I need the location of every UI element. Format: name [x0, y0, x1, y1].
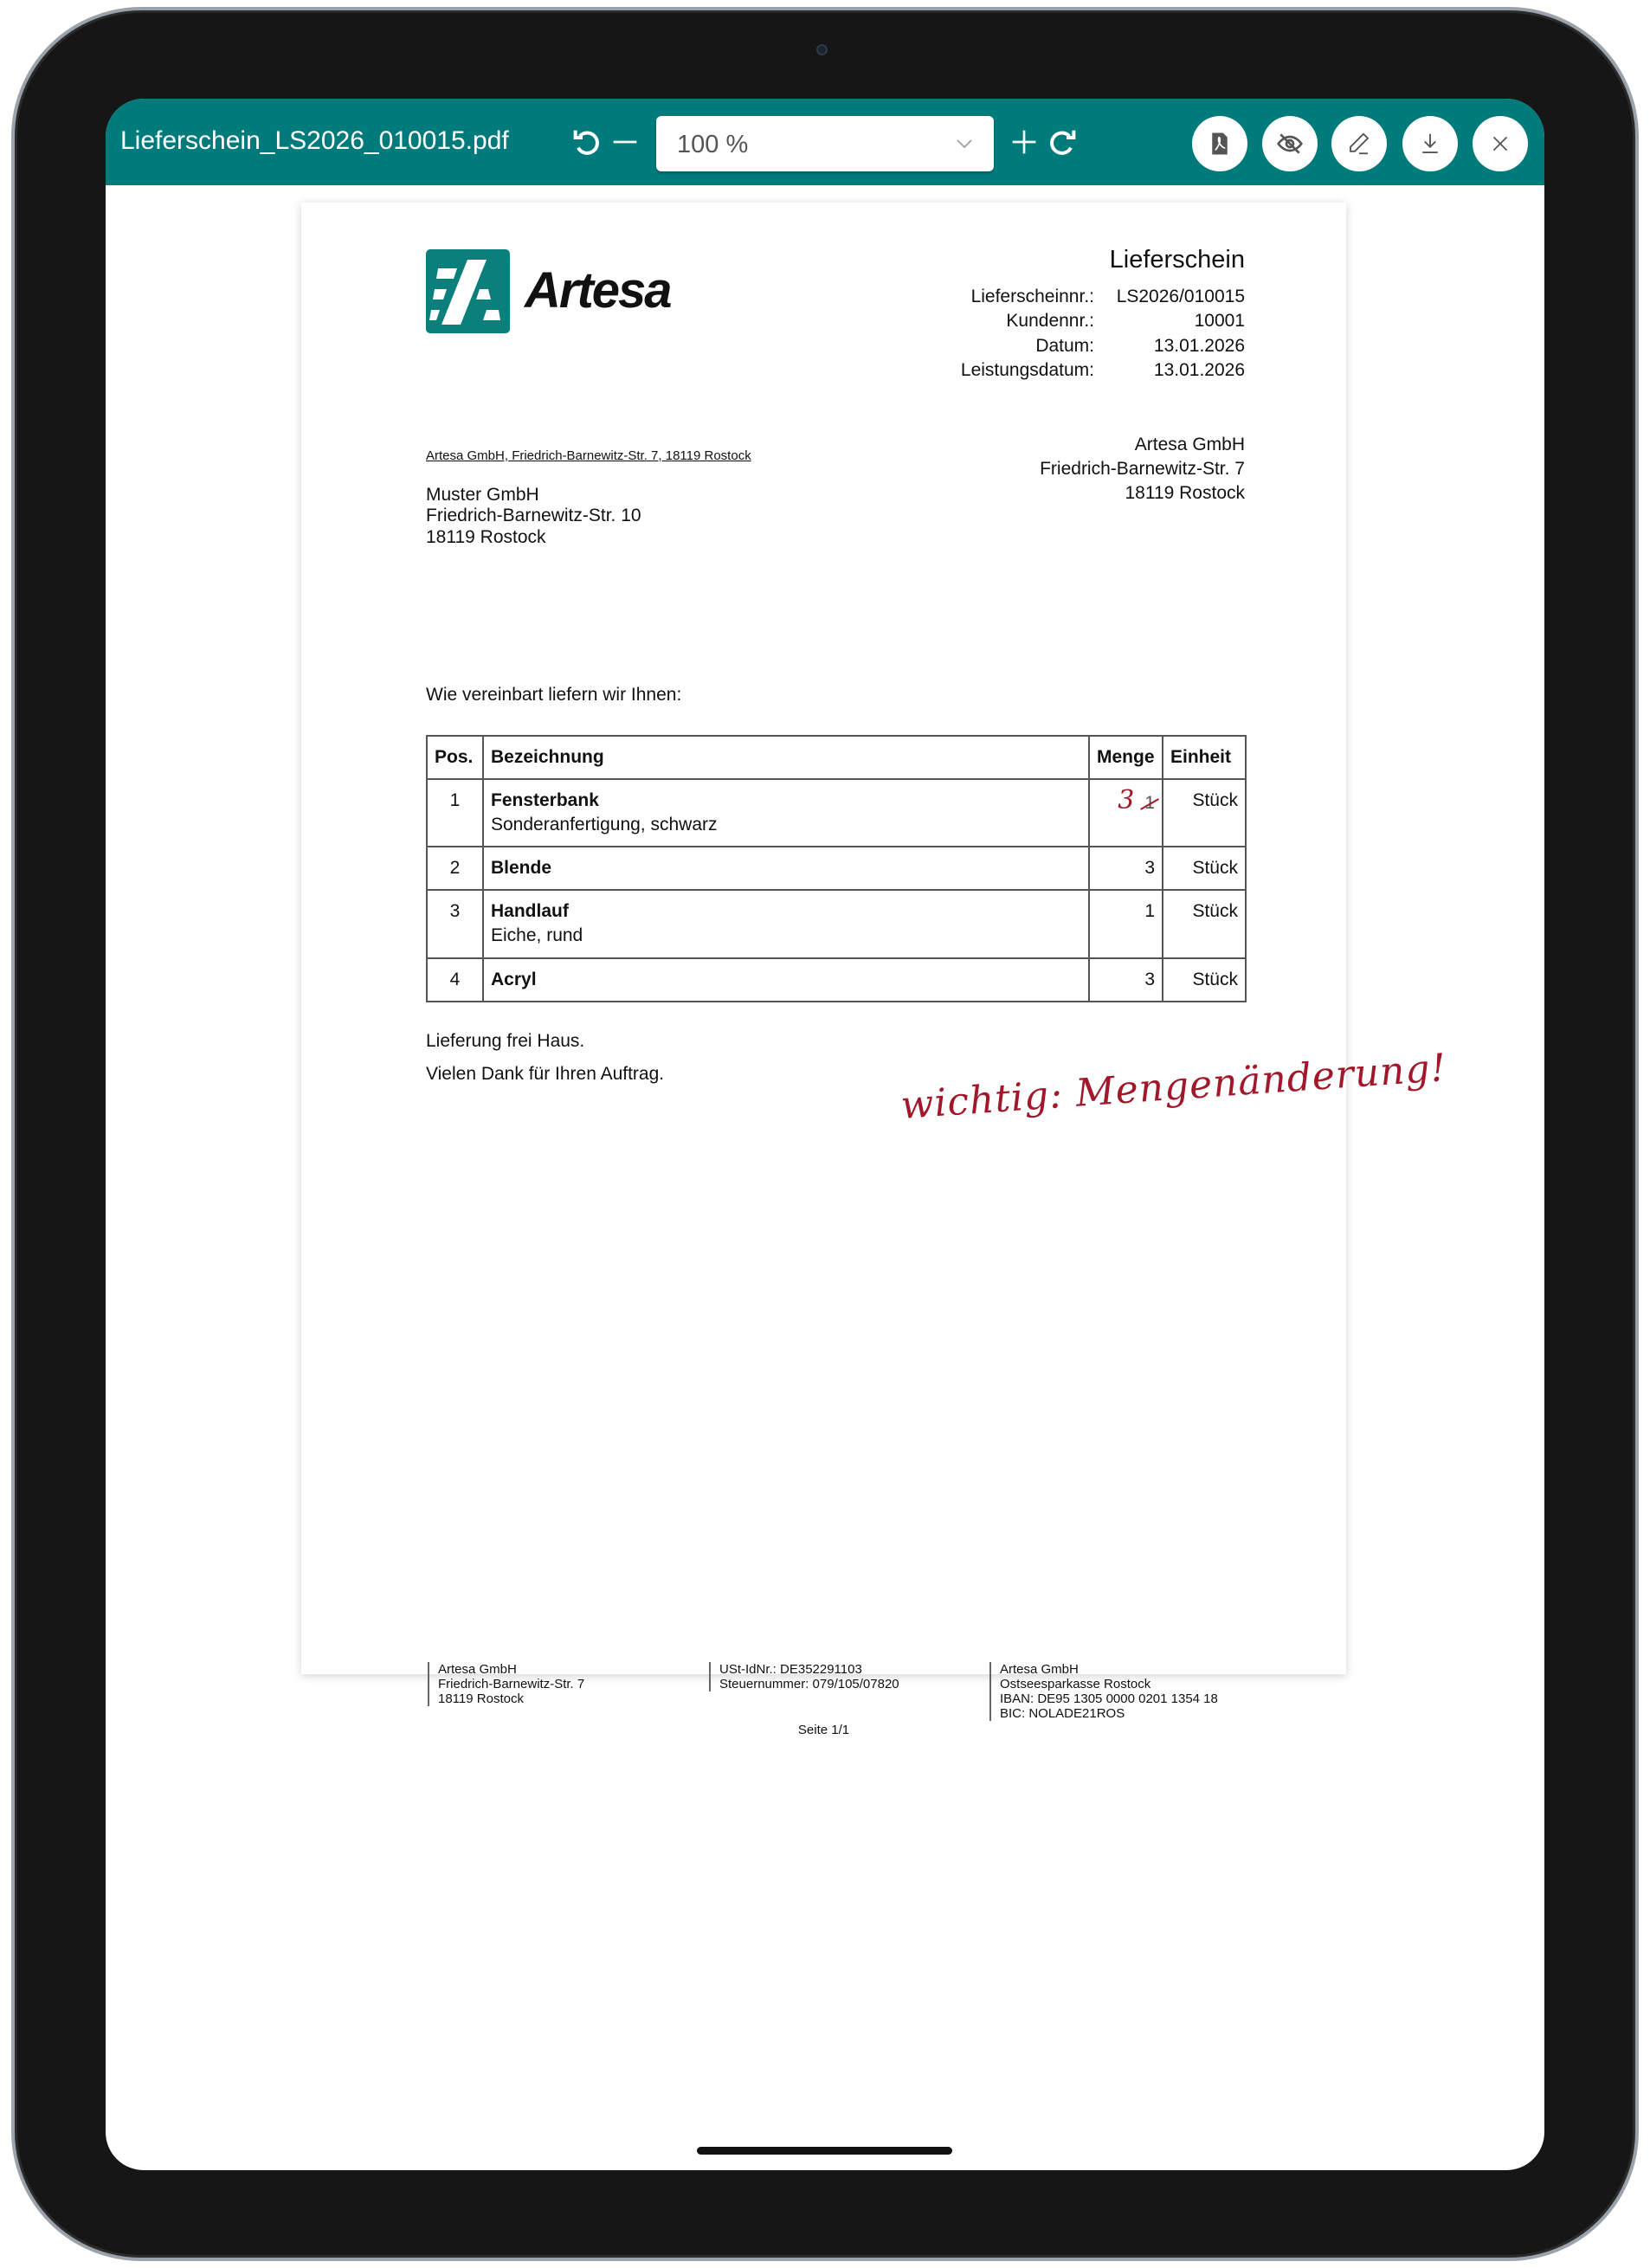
download-button[interactable] [1402, 116, 1458, 171]
company-logo: Artesa [426, 249, 686, 340]
pdf-icon [1212, 132, 1228, 155]
item-desc: Sonderanfertigung, schwarz [491, 815, 718, 834]
toolbar: Lieferschein_LS2026_010015.pdf 100 % [106, 99, 1544, 185]
info-label: Datum: [1035, 336, 1094, 356]
info-value: 13.01.2026 [1153, 360, 1245, 380]
table-row: 2 Blende 3 Stück [426, 846, 1247, 891]
table-header: Pos. Bezeichnung Menge Einheit [426, 735, 1247, 780]
footer-line: BIC: NOLADE21ROS [1000, 1706, 1125, 1721]
cell-pos: 2 [426, 846, 484, 891]
col-name: Bezeichnung [482, 735, 1090, 780]
info-value: 13.01.2026 [1153, 336, 1245, 356]
sender-line: Artesa GmbH, Friedrich-Barnewitz-Str. 7,… [426, 448, 751, 463]
zoom-value: 100 % [677, 131, 749, 158]
cell-pos: 1 [426, 778, 484, 847]
company-logo-text: Artesa [525, 262, 673, 319]
chevron-down-icon [954, 133, 975, 154]
footer-address: Artesa GmbH Friedrich-Barnewitz-Str. 7 1… [428, 1662, 584, 1706]
footer-bank: Artesa GmbH Ostseesparkasse Rostock IBAN… [989, 1662, 1218, 1721]
col-unit: Einheit [1162, 735, 1247, 780]
cell-unit: Stück [1162, 778, 1247, 847]
cell-unit: Stück [1162, 846, 1247, 891]
handwritten-annotation[interactable]: wichtig: Mengenänderung! [899, 1046, 1448, 1128]
delivery-note: Lieferung frei Haus. [426, 1031, 585, 1051]
info-label: Lieferscheinnr.: [970, 287, 1094, 306]
info-label: Kundennr.: [1006, 311, 1094, 331]
rotate-left-icon[interactable] [570, 125, 604, 159]
recipient-city: 18119 Rostock [426, 527, 546, 547]
eye-off-icon [1277, 133, 1303, 154]
sender-name: Artesa GmbH [1134, 435, 1245, 454]
cell-name: Blende [482, 846, 1090, 891]
recipient-name: Muster GmbH [426, 485, 539, 505]
pdf-button[interactable] [1192, 116, 1247, 171]
document-title: Lieferschein [1109, 246, 1245, 274]
original-qty: 1 [1140, 793, 1160, 813]
download-icon [1422, 133, 1438, 153]
zoom-out-button[interactable] [608, 125, 642, 159]
rotate-right-icon[interactable] [1045, 125, 1080, 159]
cell-unit: Stück [1162, 957, 1247, 1002]
footer-line: USt-IdNr.: DE352291103 [719, 1662, 862, 1677]
pdf-viewer: Lieferschein_LS2026_010015.pdf 100 % Art… [106, 99, 1544, 2170]
pen-icon [1350, 132, 1370, 155]
hide-annotations-button[interactable] [1262, 116, 1318, 171]
page-number: Seite 1/1 [797, 1723, 850, 1737]
table-row: 3 Handlauf Eiche, rund 1 Stück [426, 889, 1247, 959]
cell-pos: 4 [426, 957, 484, 1002]
footer-line: Steuernummer: 079/105/07820 [719, 1677, 899, 1691]
cell-name: Fensterbank Sonderanfertigung, schwarz [482, 778, 1090, 847]
info-value: LS2026/010015 [1116, 287, 1245, 306]
sender-city: 18119 Rostock [1125, 483, 1245, 503]
footer-line: Ostseesparkasse Rostock [1000, 1677, 1151, 1691]
cell-unit: Stück [1162, 889, 1247, 959]
zoom-select[interactable]: 100 % [656, 116, 994, 171]
sender-street: Friedrich-Barnewitz-Str. 7 [1040, 459, 1245, 479]
footer-line: IBAN: DE95 1305 0000 0201 1354 18 [1000, 1691, 1218, 1706]
col-qty: Menge [1088, 735, 1163, 780]
item-name: Handlauf [491, 901, 569, 921]
annotate-button[interactable] [1331, 116, 1387, 171]
items-table: Pos. Bezeichnung Menge Einheit 1 Fenster… [426, 735, 1247, 1002]
item-name: Acryl [491, 970, 537, 989]
footer-line: Friedrich-Barnewitz-Str. 7 [438, 1677, 585, 1691]
home-indicator[interactable] [697, 2147, 952, 2155]
item-name: Fensterbank [491, 790, 599, 810]
cell-qty: 1 [1088, 889, 1163, 959]
footer-line: Artesa GmbH [1000, 1662, 1079, 1677]
close-button[interactable] [1473, 116, 1528, 171]
intro-text: Wie vereinbart liefern wir Ihnen: [426, 685, 682, 705]
pdf-page: Artesa Lieferschein Lieferscheinnr.: LS2… [301, 203, 1448, 1736]
footer-line: 18119 Rostock [438, 1691, 524, 1706]
file-name: Lieferschein_LS2026_010015.pdf [120, 126, 509, 155]
cell-name: Handlauf Eiche, rund [482, 889, 1090, 959]
table-row: 1 Fensterbank Sonderanfertigung, schwarz … [426, 778, 1247, 847]
cell-qty: 31 [1088, 778, 1163, 847]
recipient-street: Friedrich-Barnewitz-Str. 10 [426, 506, 641, 525]
col-pos: Pos. [426, 735, 484, 780]
close-icon [1492, 136, 1508, 151]
zoom-in-button[interactable] [1007, 125, 1041, 159]
cell-name: Acryl [482, 957, 1090, 1002]
info-value: 10001 [1194, 311, 1245, 331]
camera [816, 44, 828, 55]
cell-qty: 3 [1088, 846, 1163, 891]
table-row: 4 Acryl 3 Stück [426, 957, 1247, 1002]
corrected-qty: 3 [1118, 785, 1135, 815]
item-desc: Eiche, rund [491, 925, 583, 945]
item-name: Blende [491, 858, 552, 878]
cell-pos: 3 [426, 889, 484, 959]
info-label: Leistungsdatum: [960, 360, 1094, 380]
thanks-note: Vielen Dank für Ihren Auftrag. [426, 1064, 665, 1084]
footer-tax: USt-IdNr.: DE352291103 Steuernummer: 079… [709, 1662, 899, 1691]
cell-qty: 3 [1088, 957, 1163, 1002]
footer-line: Artesa GmbH [438, 1662, 517, 1677]
